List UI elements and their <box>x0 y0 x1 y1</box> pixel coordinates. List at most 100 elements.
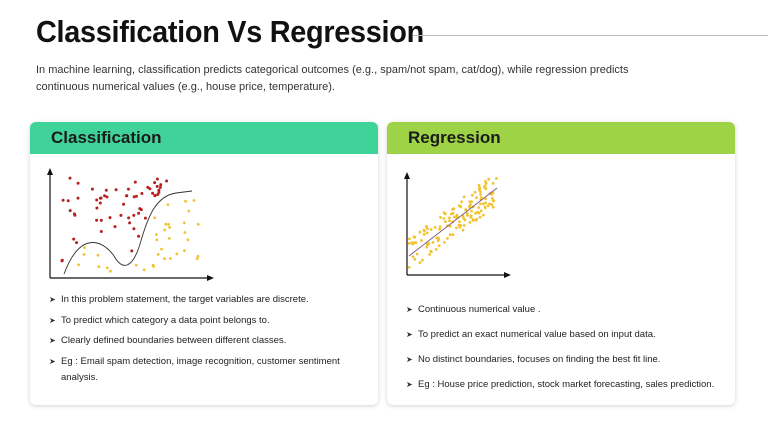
scatter-point <box>413 257 417 261</box>
scatter-point <box>426 227 429 231</box>
scatter-point <box>68 176 72 180</box>
scatter-point <box>82 253 86 256</box>
scatter-point <box>422 233 426 236</box>
scatter-point <box>75 241 78 245</box>
scatter-point <box>95 198 99 202</box>
scatter-point <box>482 202 485 206</box>
scatter-point <box>470 209 473 213</box>
scatter-point <box>196 254 200 258</box>
title-divider <box>413 35 768 36</box>
scatter-point <box>130 249 134 253</box>
scatter-point <box>192 199 196 202</box>
scatter-point <box>429 250 433 254</box>
scatter-point <box>433 226 437 229</box>
scatter-point <box>470 193 474 197</box>
scatter-point <box>415 252 419 256</box>
scatter-point <box>471 219 475 222</box>
list-item: ➤ Eg : House price prediction, stock mark… <box>406 377 735 393</box>
scatter-point <box>434 248 438 251</box>
scatter-point <box>109 269 112 273</box>
scatter-point <box>108 216 112 220</box>
scatter-point <box>155 184 159 188</box>
classification-bullet-list: ➤ In this problem statement, the target v… <box>49 292 369 390</box>
scatter-point <box>491 205 495 209</box>
scatter-point <box>483 184 487 188</box>
scatter-point <box>97 265 101 268</box>
scatter-point <box>159 183 163 187</box>
scatter-point <box>76 181 80 185</box>
scatter-point <box>436 239 440 243</box>
scatter-point <box>98 201 102 205</box>
scatter-point <box>438 225 442 228</box>
scatter-point <box>153 194 157 198</box>
scatter-point <box>134 263 138 267</box>
scatter-point <box>437 244 441 248</box>
scatter-point <box>128 221 132 225</box>
scatter-point <box>99 230 103 233</box>
scatter-point <box>166 203 170 206</box>
scatter-point <box>76 196 80 200</box>
scatter-point <box>169 257 172 260</box>
scatter-point <box>479 202 482 206</box>
scatter-point <box>96 253 100 257</box>
arrow-bullet-icon: ➤ <box>49 315 56 325</box>
regression-card: Regression ➤ Continuous numerical value .… <box>387 122 735 405</box>
scatter-point <box>126 187 130 191</box>
scatter-point <box>61 198 65 202</box>
arrow-bullet-icon: ➤ <box>49 336 56 345</box>
scatter-point <box>148 187 152 191</box>
scatter-point <box>104 188 108 192</box>
scatter-point <box>167 223 170 226</box>
scatter-point <box>138 207 142 211</box>
scatter-point <box>483 206 487 210</box>
scatter-point <box>455 226 458 230</box>
scatter-point <box>495 177 498 180</box>
scatter-point <box>105 266 109 270</box>
scatter-point <box>428 253 431 256</box>
scatter-point <box>462 224 466 227</box>
scatter-point <box>425 242 429 246</box>
scatter-point <box>491 182 495 185</box>
scatter-point <box>160 247 163 251</box>
scatter-point <box>105 195 109 199</box>
scatter-point <box>487 177 491 181</box>
scatter-point <box>448 224 452 228</box>
scatter-point <box>127 216 131 220</box>
scatter-point <box>473 190 477 194</box>
scatter-point <box>186 238 190 242</box>
scatter-point <box>157 188 161 192</box>
scatter-point <box>196 223 200 226</box>
scatter-point <box>464 208 467 212</box>
scatter-point <box>477 211 481 215</box>
scatter-point <box>125 194 129 198</box>
best-fit-line <box>408 187 498 257</box>
scatter-point <box>490 193 493 196</box>
list-item: ➤ In this problem statement, the target v… <box>49 292 369 308</box>
classification-heading: Classification <box>51 128 162 147</box>
scatter-point <box>95 218 99 222</box>
scatter-point <box>458 220 461 223</box>
scatter-point <box>448 216 451 220</box>
scatter-point <box>474 218 478 222</box>
scatter-point <box>448 233 452 237</box>
regression-heading: Regression <box>408 128 501 147</box>
scatter-point <box>182 221 186 225</box>
scatter-point <box>420 239 423 242</box>
scatter-point <box>155 177 159 181</box>
scatter-point <box>132 213 136 217</box>
scatter-point <box>457 204 461 208</box>
scatter-point <box>478 186 482 190</box>
scatter-point <box>478 215 482 219</box>
scatter-point <box>72 212 76 216</box>
scatter-point <box>163 228 166 232</box>
scatter-point <box>155 238 159 242</box>
list-item: ➤ To predict an exact numerical value bas… <box>406 327 735 343</box>
scatter-point <box>90 187 94 191</box>
scatter-point <box>491 197 494 200</box>
scatter-point <box>439 216 442 219</box>
scatter-point <box>446 237 449 240</box>
scatter-point <box>163 257 166 260</box>
scatter-point <box>411 255 415 259</box>
scatter-point <box>164 222 168 226</box>
scatter-point <box>137 234 141 238</box>
